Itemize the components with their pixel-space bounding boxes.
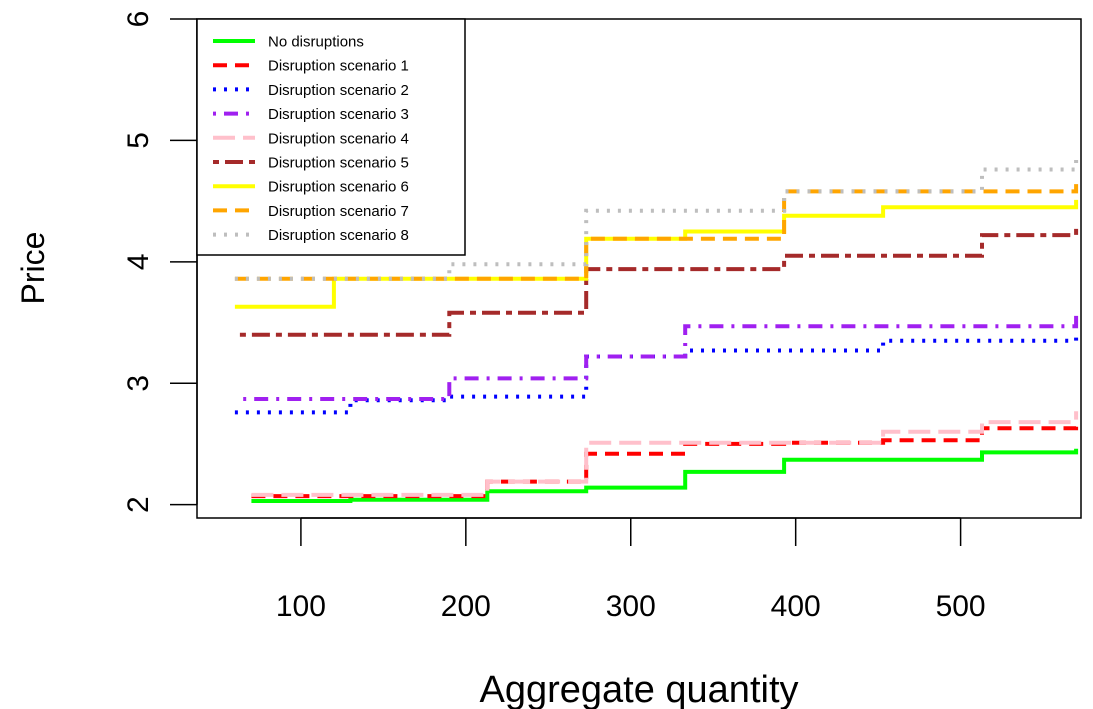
series-lines bbox=[234, 158, 1079, 503]
series-line-disruption-scenario-3 bbox=[243, 308, 1079, 401]
legend-label-disruption-scenario-6: Disruption scenario 6 bbox=[268, 179, 409, 196]
legend-label-disruption-scenario-2: Disruption scenario 2 bbox=[268, 82, 409, 99]
x-tick-label: 200 bbox=[441, 590, 491, 623]
x-axis: 100 200 300 400 500 bbox=[276, 517, 986, 623]
legend: No disruptions Disruption scenario 1 Disru… bbox=[196, 18, 466, 256]
x-tick-label: 100 bbox=[276, 590, 326, 623]
y-tick-label: 3 bbox=[122, 375, 155, 392]
legend-label-disruption-scenario-4: Disruption scenario 4 bbox=[268, 130, 409, 147]
y-tick-label: 2 bbox=[122, 496, 155, 513]
y-axis: 2 3 4 5 6 bbox=[122, 11, 198, 513]
x-axis-label: Aggregate quantity bbox=[479, 669, 798, 709]
x-tick-label: 400 bbox=[771, 590, 821, 623]
series-line-disruption-scenario-7 bbox=[234, 184, 1079, 281]
y-tick-label: 5 bbox=[122, 132, 155, 149]
series-line-disruption-scenario-8 bbox=[234, 158, 1079, 281]
series-line-disruption-scenario-4 bbox=[251, 411, 1079, 497]
legend-label-disruption-scenario-1: Disruption scenario 1 bbox=[268, 58, 409, 75]
legend-label-disruption-scenario-8: Disruption scenario 8 bbox=[268, 227, 409, 244]
legend-label-disruption-scenario-5: Disruption scenario 5 bbox=[268, 155, 409, 172]
legend-label-disruption-scenario-7: Disruption scenario 7 bbox=[268, 203, 409, 220]
legend-box bbox=[196, 18, 466, 256]
legend-label-disruption-scenario-3: Disruption scenario 3 bbox=[268, 106, 409, 123]
y-tick-label: 6 bbox=[122, 11, 155, 28]
x-tick-label: 500 bbox=[936, 590, 986, 623]
x-tick-label: 300 bbox=[606, 590, 656, 623]
y-tick-label: 4 bbox=[122, 253, 155, 270]
series-line-no-disruptions bbox=[251, 448, 1079, 503]
y-axis-label: Price bbox=[15, 232, 51, 305]
legend-label-no-disruptions: No disruptions bbox=[268, 34, 364, 51]
